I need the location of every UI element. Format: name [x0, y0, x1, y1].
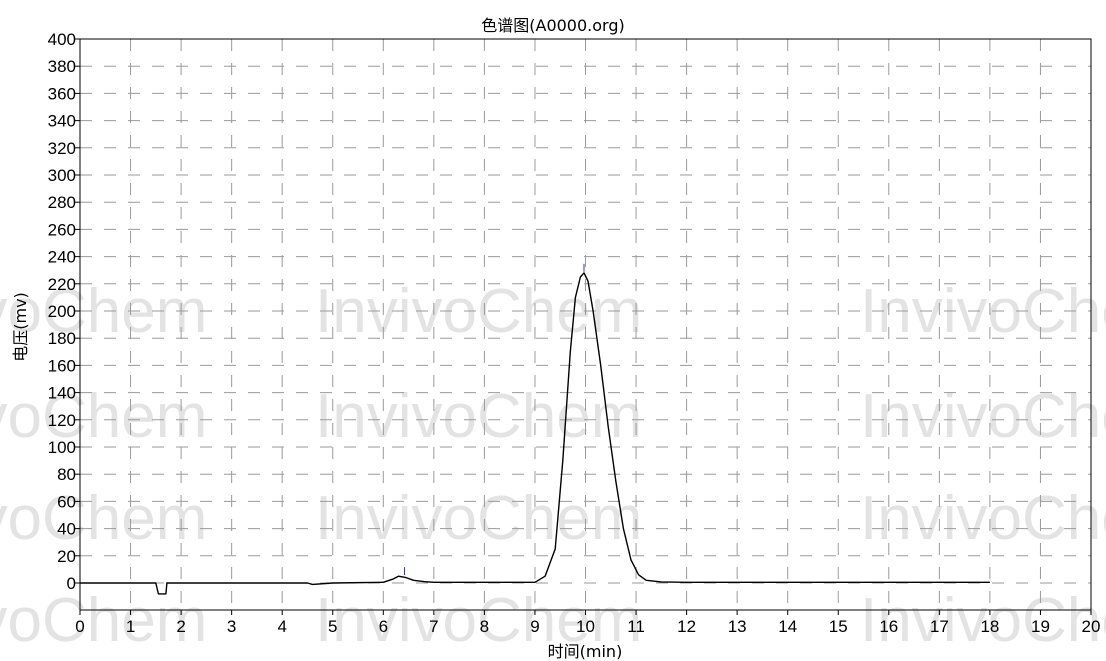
y-tick-label: 60 — [57, 492, 76, 511]
watermark-text: InvivoChem — [0, 586, 207, 655]
y-tick-label: 0 — [67, 574, 76, 593]
y-tick-label: 140 — [48, 384, 76, 403]
y-tick-label: 360 — [48, 84, 76, 103]
x-tick-label: 1 — [126, 617, 135, 636]
x-tick-label: 2 — [176, 617, 185, 636]
y-tick-label: 320 — [48, 139, 76, 158]
x-tick-label: 10 — [576, 617, 595, 636]
watermark-text: InvivoChem — [860, 382, 1106, 451]
x-tick-label: 20 — [1082, 617, 1101, 636]
x-tick-label: 12 — [677, 617, 696, 636]
y-axis-title: 电压(mv) — [11, 292, 30, 362]
y-tick-label: 340 — [48, 112, 76, 131]
x-tick-label: 11 — [627, 617, 645, 636]
y-tick-label: 80 — [57, 465, 76, 484]
y-tick-label: 240 — [48, 248, 76, 267]
x-tick-label: 0 — [75, 617, 84, 636]
watermark-text: InvivoChem — [0, 277, 207, 346]
y-tick-label: 40 — [57, 520, 76, 539]
y-tick-label: 300 — [48, 166, 76, 185]
watermark-text: InvivoChem — [315, 484, 642, 553]
x-tick-label: 9 — [530, 617, 539, 636]
x-tick-label: 4 — [277, 617, 286, 636]
watermark-text: InvivoChem — [0, 484, 207, 553]
watermark-text: InvivoChem — [0, 382, 207, 451]
y-tick-label: 120 — [48, 411, 76, 430]
x-tick-label: 3 — [227, 617, 236, 636]
x-tick-label: 8 — [480, 617, 489, 636]
x-tick-label: 15 — [829, 617, 848, 636]
peak-markers — [404, 263, 585, 576]
watermark-text: InvivoChem — [315, 382, 642, 451]
x-tick-label: 17 — [930, 617, 949, 636]
watermark-text: InvivoChem — [860, 586, 1106, 655]
x-tick-label: 14 — [778, 617, 797, 636]
watermark-text: InvivoChem — [315, 586, 642, 655]
y-tick-label: 220 — [48, 275, 76, 294]
y-tick-label: 180 — [48, 329, 76, 348]
y-tick-label: 400 — [48, 30, 76, 49]
y-tick-label: 280 — [48, 193, 76, 212]
y-tick-label: 100 — [48, 438, 76, 457]
y-tick-label: 200 — [48, 302, 76, 321]
watermark-text: InvivoChem — [860, 484, 1106, 553]
y-tick-label: 260 — [48, 220, 76, 239]
x-tick-label: 16 — [879, 617, 898, 636]
watermark: InvivoChem InvivoChem InvivoChem InvivoChem… — [0, 277, 1106, 655]
x-axis: 0 1 2 3 4 5 6 7 8 9 10 11 12 13 14 15 16 17 18 19 20 — [75, 610, 1100, 636]
series-layer — [80, 272, 990, 595]
y-axis: 0 20 40 60 80 100 120 140 160 180 200 220 240 260 280 3… — [48, 30, 80, 593]
x-tick-label: 5 — [328, 617, 337, 636]
x-axis-title: 时间(min) — [548, 642, 623, 661]
x-tick-label: 13 — [728, 617, 747, 636]
grid — [80, 39, 1091, 610]
y-tick-label: 20 — [57, 547, 76, 566]
x-tick-label: 18 — [980, 617, 999, 636]
series-line — [80, 272, 990, 595]
x-tick-label: 7 — [429, 617, 438, 636]
x-tick-label: 6 — [379, 617, 388, 636]
y-tick-label: 380 — [48, 57, 76, 76]
chart-title: 色谱图(A0000.org) — [481, 16, 624, 35]
y-tick-label: 160 — [48, 356, 76, 375]
x-tick-label: 19 — [1031, 617, 1050, 636]
